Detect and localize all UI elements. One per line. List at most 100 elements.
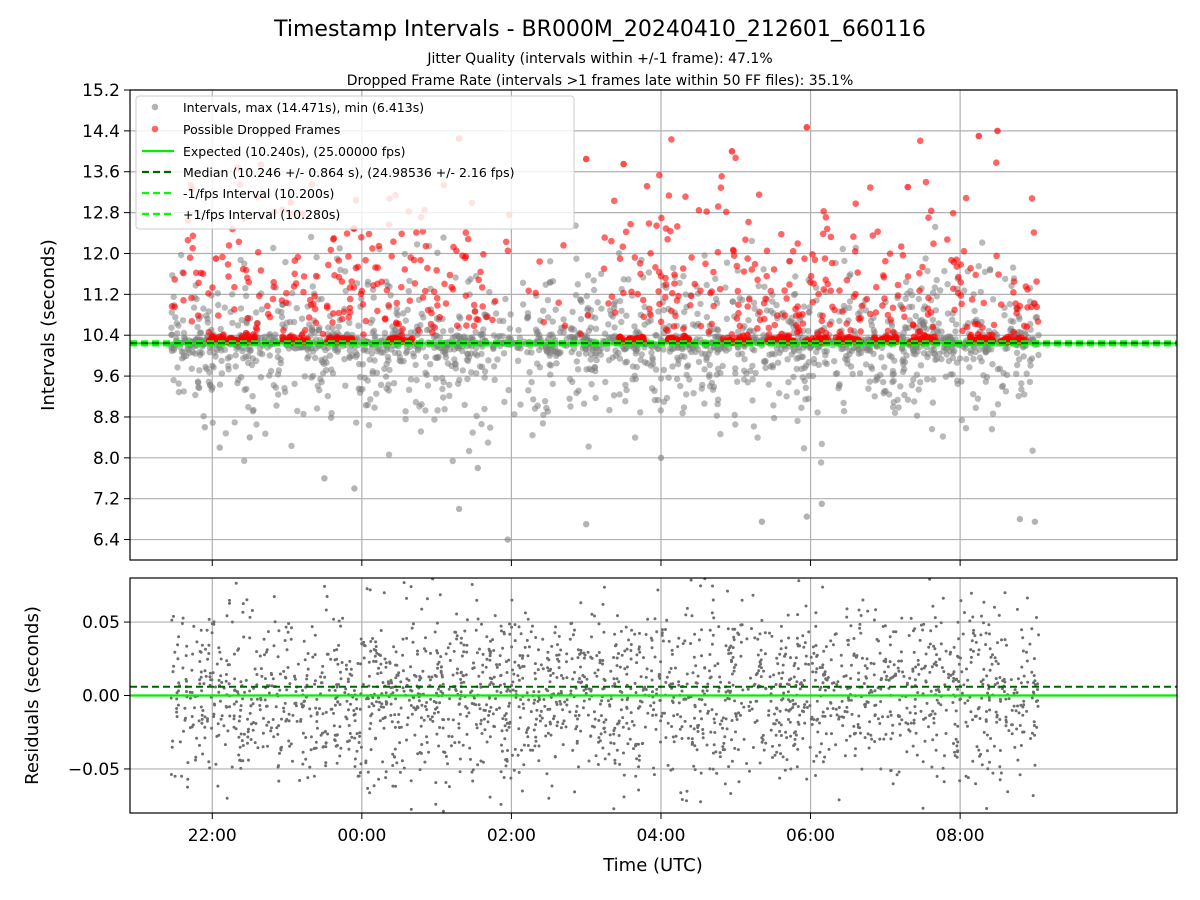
dropped-frame-point <box>819 230 827 238</box>
residual-point <box>761 733 765 737</box>
residual-point <box>425 701 429 704</box>
dropped-frame-point <box>561 322 569 330</box>
residual-point <box>911 744 915 748</box>
interval-point <box>313 405 321 412</box>
residual-point <box>358 731 362 735</box>
interval-point <box>352 349 359 356</box>
dropped-frame-point <box>479 303 487 310</box>
residual-point <box>577 713 581 717</box>
interval-point <box>806 308 813 316</box>
residual-point <box>796 705 800 708</box>
dropped-frame-point <box>899 305 907 313</box>
interval-point <box>549 380 556 388</box>
interval-point <box>684 362 692 369</box>
residual-point <box>916 658 920 662</box>
dropped-frame-point <box>974 331 982 338</box>
residual-point <box>471 779 475 783</box>
residual-point <box>324 608 328 612</box>
residual-point <box>398 770 402 774</box>
residual-point <box>774 683 778 686</box>
residual-point <box>283 639 287 642</box>
residual-point <box>879 767 883 771</box>
interval-point <box>769 362 776 369</box>
residual-point <box>615 664 619 668</box>
dropped-frame-point <box>306 296 314 304</box>
intervals-y-tick-label: 7.2 <box>93 490 120 510</box>
residual-point <box>916 663 920 667</box>
dropped-frame-point <box>901 313 908 321</box>
residual-point <box>352 713 356 717</box>
interval-point <box>252 357 260 365</box>
interval-point <box>748 237 756 245</box>
residual-point <box>533 671 537 675</box>
residual-point <box>429 651 432 655</box>
residual-point <box>302 639 306 643</box>
residual-point <box>283 675 287 679</box>
residual-point <box>199 705 203 709</box>
interval-point <box>342 268 349 275</box>
dropped-frame-point <box>436 313 444 321</box>
residual-point <box>830 732 833 736</box>
residual-point <box>369 640 373 643</box>
residual-point <box>396 673 400 677</box>
interval-point <box>262 430 269 437</box>
residual-point <box>598 739 602 743</box>
dropped-frame-point <box>672 312 679 320</box>
interval-point <box>217 325 224 333</box>
residual-point <box>455 671 459 675</box>
residual-point <box>952 670 956 674</box>
residual-point <box>664 736 668 740</box>
interval-point <box>502 295 509 303</box>
dropped-frame-point <box>464 235 472 243</box>
interval-point <box>1015 328 1023 336</box>
residual-point <box>629 657 633 661</box>
dropped-frame-point <box>429 329 436 336</box>
interval-point <box>413 376 420 384</box>
interval-point <box>663 394 671 402</box>
dropped-frame-point <box>298 331 306 339</box>
residual-point <box>438 701 442 705</box>
residual-point <box>717 689 721 693</box>
dropped-frame-point <box>950 285 957 293</box>
interval-point <box>783 393 790 400</box>
residual-point <box>230 620 234 624</box>
residual-point <box>449 744 453 748</box>
residual-point <box>495 663 498 667</box>
residual-point <box>998 765 1002 769</box>
dropped-frame-point <box>957 279 964 286</box>
residual-point <box>278 688 282 692</box>
residual-point <box>625 647 629 651</box>
dropped-frame-point <box>399 325 406 333</box>
interval-point <box>657 375 665 382</box>
interval-point <box>993 331 1000 338</box>
interval-point <box>294 407 301 415</box>
residual-point <box>795 765 799 769</box>
residual-point <box>575 704 579 708</box>
residual-point <box>467 711 471 715</box>
residual-point <box>775 718 779 722</box>
residual-point <box>679 715 683 719</box>
dropped-frame-point <box>954 289 962 297</box>
residual-point <box>523 645 527 649</box>
residual-point <box>574 714 577 718</box>
interval-point <box>1016 315 1023 323</box>
residual-point <box>612 677 616 681</box>
interval-point <box>698 350 705 357</box>
dropped-frame-point <box>525 287 532 295</box>
residual-point <box>531 624 534 628</box>
interval-point <box>924 267 931 275</box>
residual-point <box>737 780 741 784</box>
residual-point <box>401 637 405 641</box>
residual-point <box>785 682 789 686</box>
residual-point <box>794 733 798 737</box>
dropped-frame-point <box>489 316 496 324</box>
residual-point <box>742 705 746 709</box>
interval-point <box>337 266 344 273</box>
dropped-frame-point <box>532 289 539 297</box>
interval-point <box>413 241 421 248</box>
interval-point <box>252 309 260 316</box>
residual-point <box>519 698 523 702</box>
dropped-frame-point <box>794 303 801 310</box>
interval-point <box>1018 386 1025 393</box>
interval-point <box>758 518 766 525</box>
